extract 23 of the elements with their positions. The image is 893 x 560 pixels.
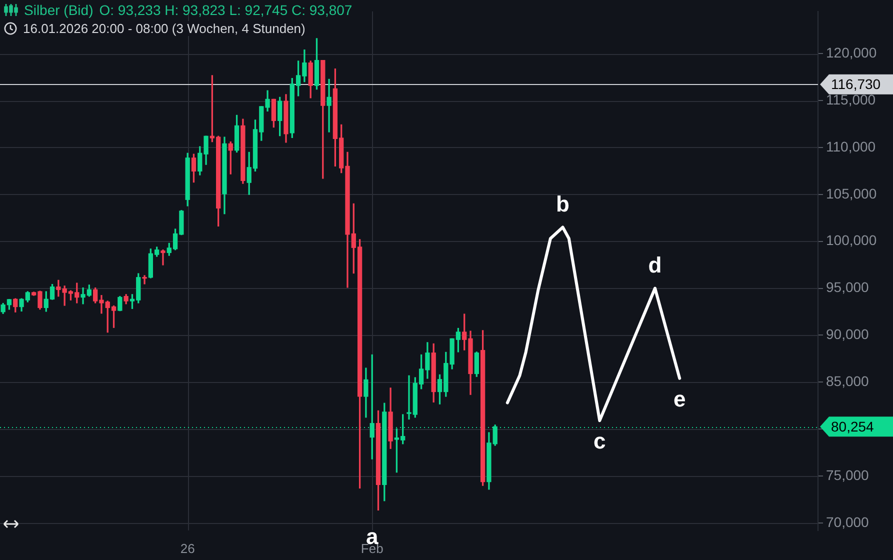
x-tick-label: 26: [180, 540, 195, 556]
y-tick-label: 90,000: [826, 326, 870, 342]
data-label: d: [648, 252, 662, 278]
data-label: e: [673, 386, 686, 412]
y-tick-label: 85,000: [826, 372, 870, 389]
y-tick-label: 100,000: [826, 232, 877, 248]
candlestick: [142, 275, 147, 284]
y-tick-label: 75,000: [826, 466, 870, 483]
y-tick-label: 95,000: [826, 279, 870, 296]
y-tick-label: 105,000: [826, 185, 877, 202]
y-tick-label: 70,000: [826, 514, 870, 530]
candlestick: [160, 250, 166, 266]
ref-line-label: 80,254: [831, 418, 874, 435]
data-label: b: [556, 191, 570, 216]
y-tick-label: 120,000: [826, 44, 877, 60]
text: 16.01.2026 20:00 - 08:00 (3 Wochen, 4 Stunden): [23, 21, 306, 36]
y-tick-label: 110,000: [826, 138, 876, 154]
y-tick-label: 115,000: [826, 91, 876, 108]
annotation: O: 93,233 H: 93,823 L: 92,745 C: 93,807: [99, 2, 352, 18]
chart-title: Silber (Bid): [24, 2, 94, 18]
ref-line-label: 116,730: [831, 76, 881, 92]
data-label: c: [594, 428, 606, 454]
candlestick: [326, 78, 332, 132]
